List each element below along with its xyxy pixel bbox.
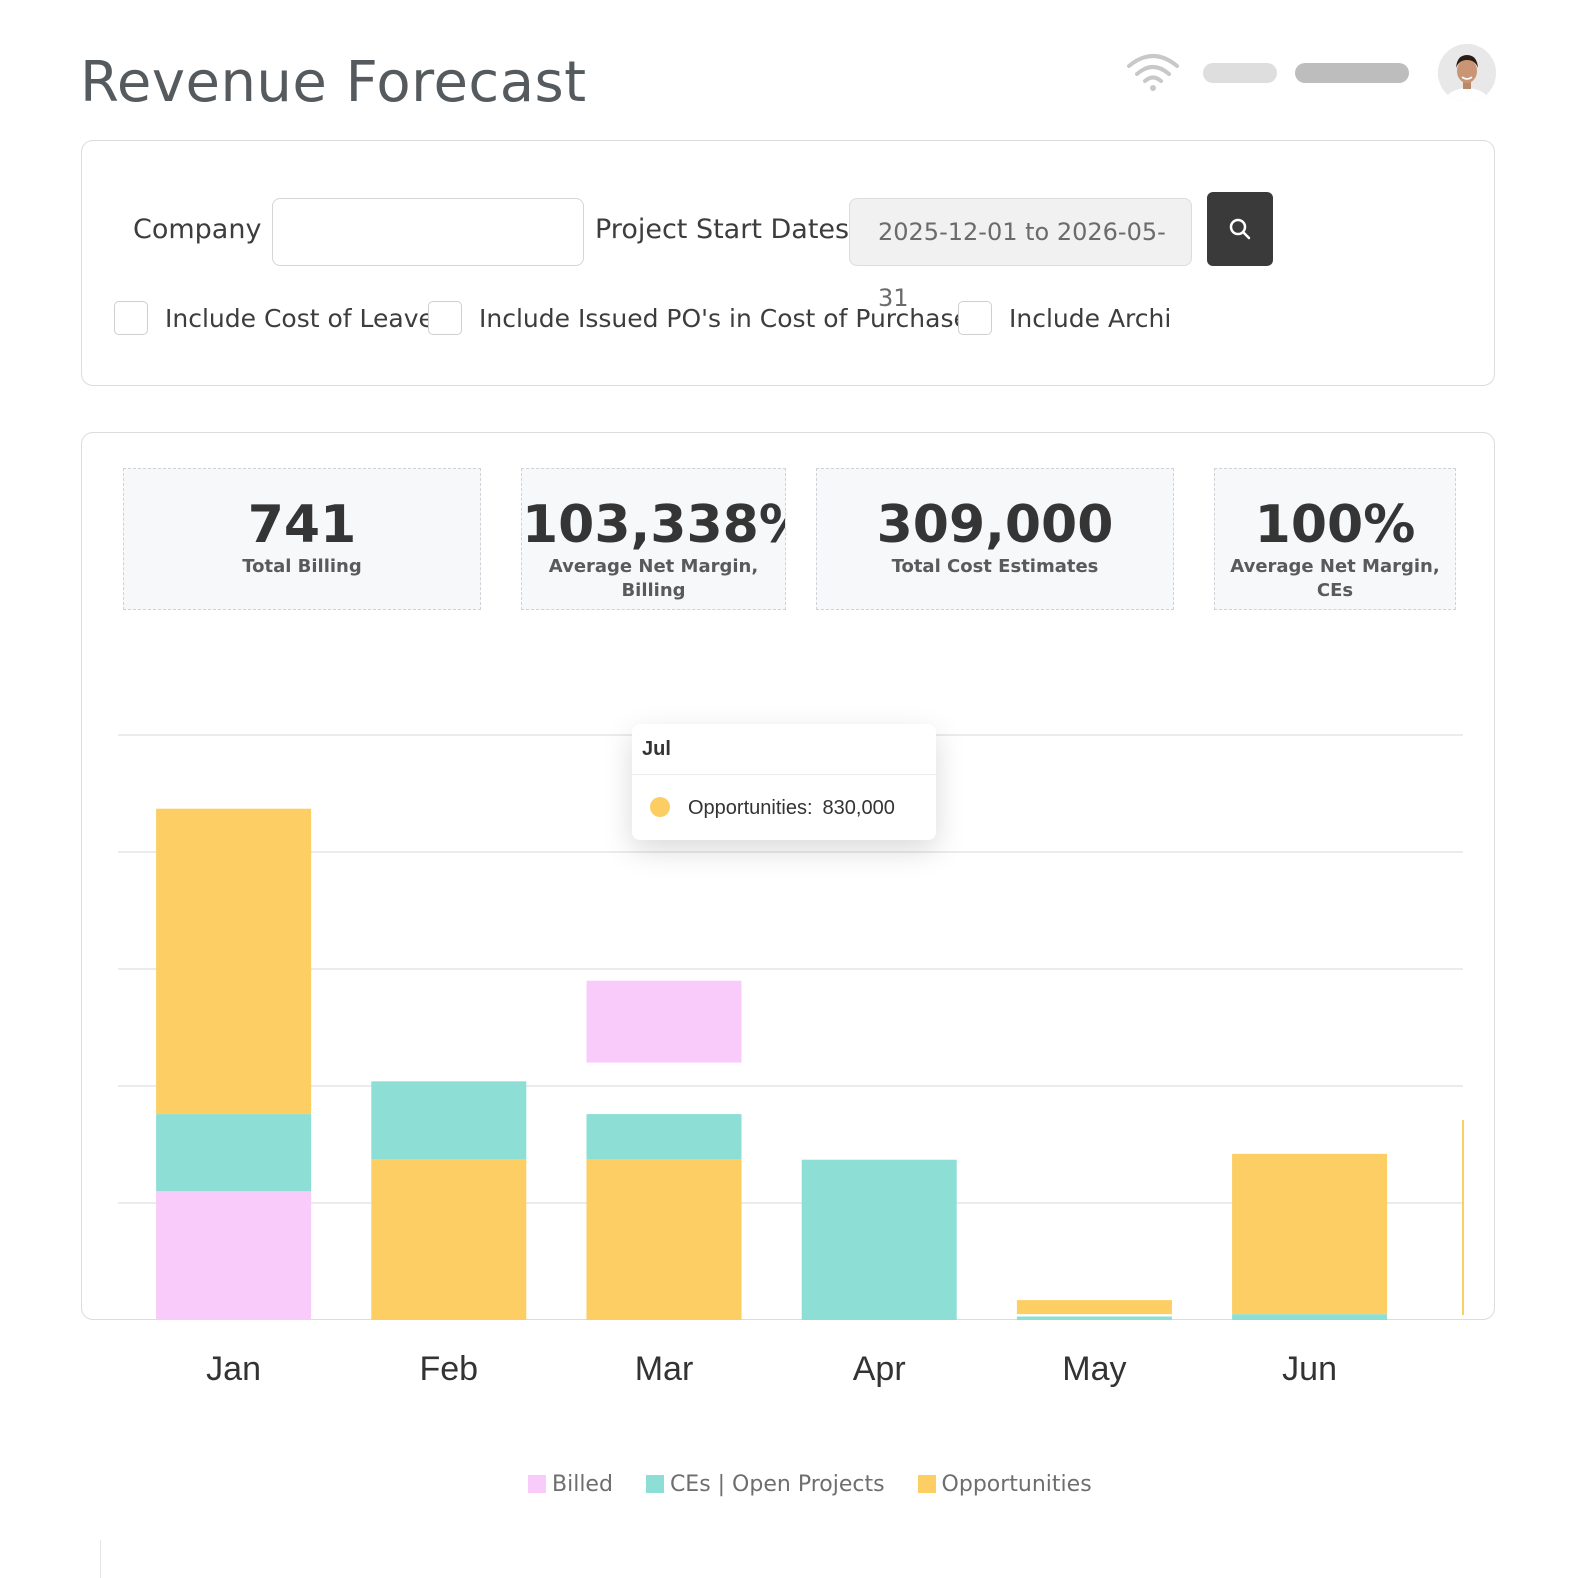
wifi-icon	[1127, 54, 1179, 91]
search-icon	[1229, 218, 1251, 240]
kpi-total-billing: 741 Total Billing	[123, 468, 481, 610]
filter-panel: Company Project Start Dates 2025-12-01 t…	[81, 140, 1495, 386]
kpi-average-net-margin-ces: 100% Average Net Margin, CEs	[1214, 468, 1456, 610]
bar-apr-ces-open-projects[interactable]	[801, 1159, 957, 1320]
chart-tooltip: Jul Opportunities: 830,000	[632, 724, 936, 840]
search-button[interactable]	[1207, 192, 1273, 266]
legend-label-opportunities: Opportunities	[941, 1472, 1092, 1497]
legend-item-billed[interactable]: Billed	[528, 1472, 613, 1497]
bar-jun-ces-open-projects[interactable]	[1232, 1314, 1388, 1320]
bar-may-ces-open-projects[interactable]	[1016, 1316, 1172, 1320]
bar-may-opportunities[interactable]	[1016, 1300, 1172, 1315]
kpi-label: Total Billing	[242, 556, 362, 577]
x-tick-label: Feb	[420, 1350, 479, 1388]
legend-swatch-opportunities	[917, 1475, 936, 1493]
company-label: Company	[133, 214, 262, 245]
bar-mar-opportunities[interactable]	[586, 1159, 742, 1320]
kpi-average-net-margin-billing: 103,338% Average Net Margin, Billing	[521, 468, 786, 610]
tooltip-row: Opportunities: 830,000	[632, 775, 936, 841]
status-pill-long	[1295, 63, 1409, 83]
legend-item-opportunities[interactable]: Opportunities	[917, 1472, 1092, 1497]
x-tick-label: May	[1062, 1350, 1126, 1388]
legend-item-ces-open-projects[interactable]: CEs | Open Projects	[645, 1472, 885, 1497]
kpi-value: 741	[247, 495, 357, 555]
legend-label-billed: Billed	[552, 1472, 613, 1497]
status-pill-short	[1203, 63, 1277, 83]
kpi-total-cost-estimates: 309,000 Total Cost Estimates	[816, 468, 1174, 610]
include-issued-pos-label: Include Issued PO's in Cost of Purchases	[479, 304, 982, 333]
x-tick-label: Mar	[635, 1350, 694, 1388]
user-avatar[interactable]	[1438, 44, 1496, 102]
scroll-edge	[80, 1540, 101, 1578]
bar-feb-ces-open-projects[interactable]	[371, 1081, 527, 1160]
bar-jun-opportunities[interactable]	[1232, 1153, 1388, 1315]
bar-jan-billed[interactable]	[156, 1191, 312, 1320]
page-title: Revenue Forecast	[80, 50, 587, 115]
tooltip-value: 830,000	[822, 797, 895, 819]
x-tick-label: Jan	[206, 1350, 261, 1388]
legend-swatch-billed	[528, 1475, 546, 1493]
kpi-value: 103,338%	[522, 495, 786, 555]
date-range-input[interactable]: 2025-12-01 to 2026-05-31	[849, 198, 1192, 312]
x-tick-label: Jun	[1282, 1350, 1337, 1388]
chart-panel: 741 Total Billing 103,338% Average Net M…	[81, 432, 1495, 1320]
tooltip-title: Jul	[632, 724, 936, 775]
include-issued-pos-checkbox[interactable]	[428, 301, 462, 335]
bar-mar-billed[interactable]	[586, 980, 742, 1063]
bar-jan-ces-open-projects[interactable]	[156, 1114, 312, 1192]
x-tick-label: Apr	[853, 1350, 906, 1388]
avatar-image	[1438, 44, 1496, 102]
chart-legend: Billed CEs | Open Projects Opportunities	[528, 1472, 1118, 1502]
kpi-label: Total Cost Estimates	[891, 556, 1099, 577]
kpi-label: Average Net Margin, Billing	[548, 556, 759, 601]
kpi-value: 309,000	[876, 495, 1114, 555]
kpi-label: Average Net Margin, CEs	[1230, 556, 1440, 601]
include-cost-of-leave-checkbox[interactable]	[114, 301, 148, 335]
tooltip-series-name: Opportunities:	[688, 797, 813, 819]
include-cost-of-leave-label: Include Cost of Leave	[165, 304, 434, 333]
include-archived-label: Include Archi	[1009, 304, 1172, 333]
tooltip-series-dot	[650, 797, 670, 817]
bar-feb-opportunities[interactable]	[371, 1159, 527, 1320]
company-input[interactable]	[272, 198, 584, 266]
project-start-dates-label: Project Start Dates	[595, 214, 850, 245]
bar-mar-ces-open-projects[interactable]	[586, 1114, 742, 1160]
include-archived-checkbox[interactable]	[958, 301, 992, 335]
kpi-value: 100%	[1254, 495, 1416, 555]
legend-label-ces: CEs | Open Projects	[669, 1472, 885, 1497]
bar-jan-opportunities[interactable]	[156, 808, 312, 1115]
legend-swatch-ces	[645, 1475, 664, 1493]
